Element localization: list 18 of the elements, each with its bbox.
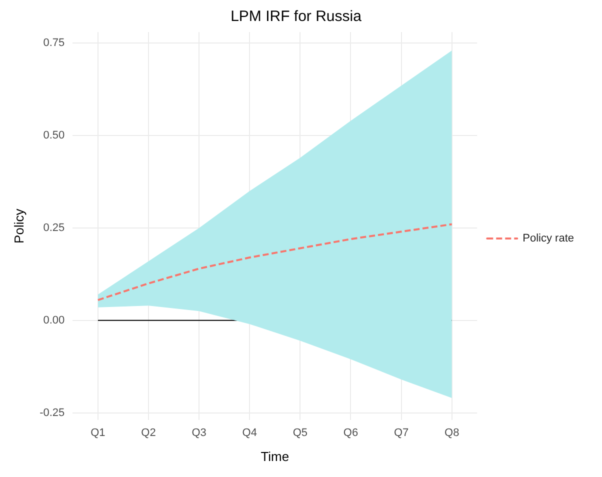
legend-label: Policy rate bbox=[522, 232, 574, 245]
x-axis-title: Time bbox=[260, 448, 290, 464]
x-tick-label: Q8 bbox=[444, 426, 460, 439]
y-axis-title: Policy bbox=[11, 208, 26, 244]
x-tick-label: Q3 bbox=[192, 426, 206, 439]
x-tick-label: Q5 bbox=[292, 426, 308, 439]
y-tick-label: 0.75 bbox=[43, 37, 65, 50]
x-tick-label: Q2 bbox=[141, 426, 156, 439]
x-tick-label: Q1 bbox=[90, 426, 106, 439]
x-tick-label: Q4 bbox=[242, 426, 257, 439]
x-tick-label: Q6 bbox=[343, 426, 358, 439]
chart-title: LPM IRF for Russia bbox=[230, 8, 362, 26]
y-tick-label: 0.00 bbox=[43, 314, 65, 326]
x-tick-label: Q7 bbox=[394, 426, 409, 439]
y-tick-label: 0.25 bbox=[43, 222, 65, 234]
y-tick-label: -0.25 bbox=[40, 406, 65, 419]
y-tick-label: 0.50 bbox=[43, 130, 65, 142]
line-series bbox=[96, 223, 453, 302]
